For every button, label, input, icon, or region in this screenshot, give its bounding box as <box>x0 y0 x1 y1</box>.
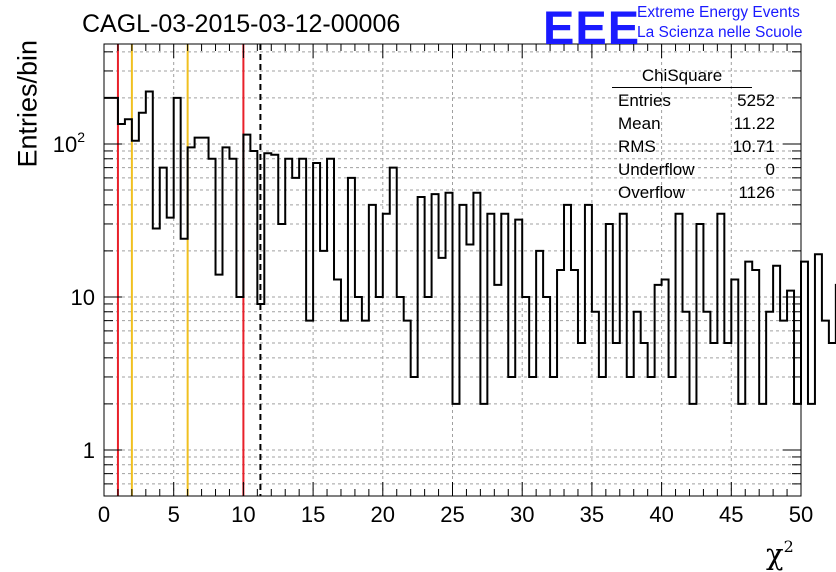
stats-label: Mean <box>618 114 661 133</box>
x-tick-label: 30 <box>510 502 534 527</box>
chart-title: CAGL-03-2015-03-12-00006 <box>82 10 401 38</box>
eee-logo: EEE <box>543 1 641 54</box>
stats-title: ChiSquare <box>612 66 752 88</box>
stats-row: Entries 5252 <box>618 89 775 112</box>
stats-value: 11.22 <box>733 114 775 133</box>
x-tick-label: 50 <box>789 502 813 527</box>
x-tick-label: 5 <box>168 502 180 527</box>
x-axis-label: χ2 <box>766 537 794 571</box>
y-tick-label: 1 <box>83 438 95 463</box>
y-axis-label: Entries/bin <box>12 39 43 168</box>
x-axis-label-base: χ <box>766 537 784 571</box>
y-tick-label: 10 <box>71 285 95 310</box>
x-axis-label-sup: 2 <box>783 537 794 556</box>
stats-value: 10.71 <box>732 137 775 156</box>
axes: 0 5 10 15 20 25 30 35 40 45 50 1 10 102 <box>53 44 813 527</box>
x-tick-label: 25 <box>440 502 464 527</box>
x-tick-label: 40 <box>649 502 673 527</box>
x-tick-label: 45 <box>719 502 743 527</box>
stats-label: RMS <box>618 137 656 156</box>
stats-value: 5252 <box>737 91 775 110</box>
stats-value: 1126 <box>738 183 775 202</box>
stats-label: Overflow <box>618 183 686 202</box>
stats-row: RMS 10.71 <box>618 135 775 158</box>
x-tick-label: 15 <box>301 502 325 527</box>
histogram-series <box>104 90 836 405</box>
stats-box: ChiSquare Entries 5252 Mean 11.22 RMS 10… <box>612 66 775 204</box>
stats-row: Mean 11.22 <box>618 112 775 135</box>
stats-row: Underflow 0 <box>618 158 775 181</box>
x-tick-label: 20 <box>371 502 395 527</box>
logo-line-1: Extreme Energy Events <box>637 4 800 21</box>
x-tick-label: 0 <box>98 502 110 527</box>
stats-label: Entries <box>618 91 671 110</box>
x-tick-label: 35 <box>580 502 604 527</box>
plot-frame <box>103 43 802 497</box>
stats-value: 0 <box>765 160 775 179</box>
y-tick-label: 102 <box>53 129 85 157</box>
x-tick-label: 10 <box>231 502 255 527</box>
logo-line-2: La Scienza nelle Scuole <box>637 24 803 41</box>
stats-row: Overflow 1126 <box>618 181 775 204</box>
stats-label: Underflow <box>618 160 695 179</box>
